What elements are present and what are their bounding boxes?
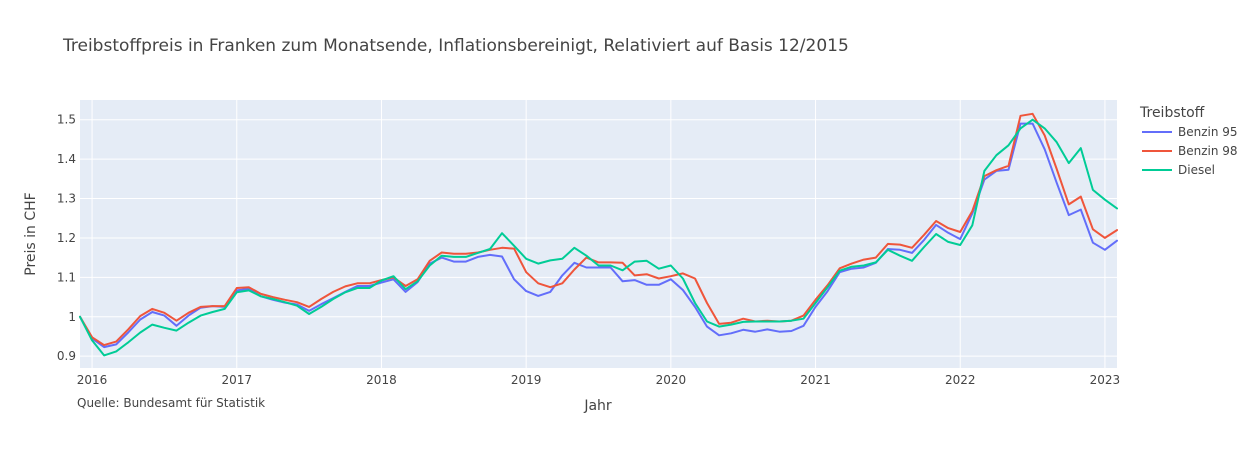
y-axis: 0.9 1 1.1 1.2 1.3 1.4 1.5 [57,113,76,363]
y-tick-label: 0.9 [57,349,76,363]
series-line [79,118,1118,357]
series-lines [79,112,1118,357]
x-tick-label: 2020 [656,373,687,387]
x-axis: 2016 2017 2018 2019 2020 2021 2022 2023 [77,373,1120,387]
x-tick-label: 2018 [366,373,397,387]
y-tick-label: 1.2 [57,231,76,245]
x-axis-title: Jahr [583,398,612,414]
x-tick-label: 2019 [511,373,542,387]
y-tick-label: 1.5 [57,113,76,127]
y-axis-title: Preis in CHF [23,192,39,275]
chart-title: Treibstoffpreis in Franken zum Monatsend… [62,36,849,56]
y-tick-label: 1 [68,310,76,324]
x-tick-label: 2021 [800,373,831,387]
x-tick-label: 2016 [77,373,108,387]
legend-label: Diesel [1178,163,1215,177]
y-tick-label: 1.4 [57,152,76,166]
plot-area [80,100,1117,368]
series-line [79,112,1118,347]
legend-item[interactable]: Diesel [1142,163,1215,177]
grid [80,100,1117,368]
legend-title: Treibstoff [1139,105,1205,121]
x-tick-label: 2023 [1090,373,1121,387]
x-tick-label: 2017 [221,373,252,387]
legend-label: Benzin 98 [1178,144,1238,158]
legend-item[interactable]: Benzin 98 [1142,144,1238,158]
y-tick-label: 1.3 [57,192,76,206]
x-tick-label: 2022 [945,373,976,387]
legend-label: Benzin 95 [1178,125,1238,139]
y-tick-label: 1.1 [57,270,76,284]
legend: Benzin 95 Benzin 98 Diesel [1142,125,1238,177]
source-note: Quelle: Bundesamt für Statistik [77,396,265,410]
legend-item[interactable]: Benzin 95 [1142,125,1238,139]
